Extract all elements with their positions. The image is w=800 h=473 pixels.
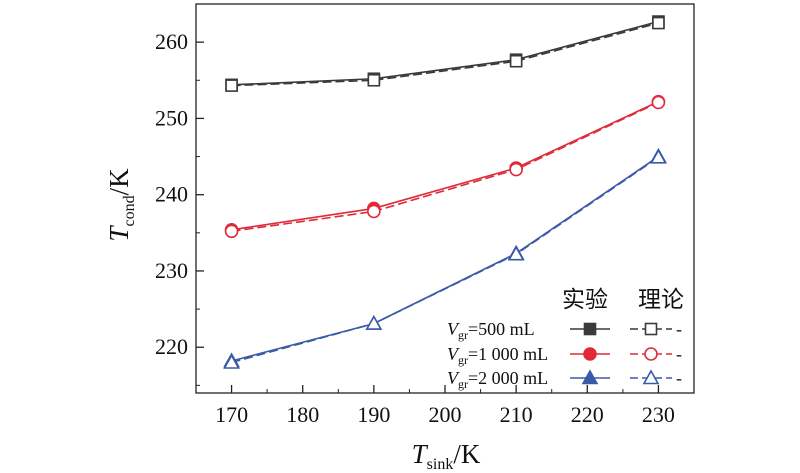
legend-experimental-marker: [581, 369, 599, 385]
legend-theoretical-tail: -: [676, 319, 682, 339]
series-3-theoretical-point: [507, 245, 525, 261]
x-axis-title-main: T: [412, 439, 429, 469]
x-tick-label: 190: [357, 402, 390, 427]
legend-header-experimental: 实验: [562, 287, 608, 313]
series-3-experimental-line: [231, 155, 659, 362]
series-2-theoretical-point: [509, 162, 523, 177]
y-axis-title: Tcond/K: [104, 168, 138, 242]
legend-theoretical-tail: -: [676, 368, 682, 388]
x-axis-title-unit: /K: [453, 439, 481, 469]
series-3-theoretical-point: [650, 148, 667, 164]
x-tick-label: 170: [215, 402, 248, 427]
legend-row-3: Vgr=2 000 mL -: [447, 368, 682, 391]
legend-experimental-marker: [583, 347, 597, 361]
plot-border: [195, 3, 695, 394]
series-2-experimental-line: [231, 100, 659, 231]
y-tick-label: 230: [155, 258, 188, 283]
y-axis-title-sub: cond: [121, 195, 138, 226]
legend-header-theoretical: 理论: [638, 287, 684, 313]
x-tick-label: 200: [429, 402, 462, 427]
y-axis: 220 230 240 250 260: [155, 29, 204, 386]
series-layer: [223, 15, 667, 369]
series-1-theoretical-point: [652, 16, 665, 30]
series-3: [223, 147, 667, 369]
y-tick-label: 240: [155, 182, 188, 207]
series-1-theoretical-point: [367, 73, 381, 87]
x-tick-label: 220: [571, 402, 604, 427]
legend-row-2: Vgr=1 000 mL -: [447, 344, 682, 367]
legend-row-1: Vgr=500 mL -: [447, 319, 682, 342]
legend-theoretical-marker: [644, 322, 658, 336]
legend: 实验 理论 Vgr=500 mL -Vgr=1 000 mL -Vgr=2 000 …: [447, 287, 684, 391]
x-tick-label: 230: [642, 402, 675, 427]
legend-theoretical-marker: [642, 369, 660, 385]
y-axis-title-main: T: [104, 225, 134, 242]
plot-frame: [195, 3, 695, 394]
series-1-theoretical-line: [231, 22, 659, 87]
legend-theoretical-marker: [644, 347, 658, 361]
y-tick-label: 250: [155, 105, 188, 130]
legend-label: Vgr=1 000 mL: [447, 344, 548, 367]
series-1-theoretical-point: [225, 79, 238, 92]
series-2-theoretical-line: [231, 101, 659, 233]
series-2-theoretical-point: [367, 204, 381, 219]
series-3-theoretical-point: [365, 314, 383, 330]
legend-label: Vgr=2 000 mL: [447, 368, 548, 391]
series-2-theoretical-point: [224, 224, 239, 239]
series-1-theoretical-point: [509, 54, 523, 68]
x-axis: 170 180 190 200 210 220 230: [215, 385, 675, 427]
y-axis-title-unit: /K: [104, 168, 134, 196]
x-axis-title: Tsink/K: [412, 439, 481, 473]
series-3-theoretical-point: [223, 353, 240, 369]
legend-label: Vgr=500 mL: [447, 319, 535, 342]
y-tick-label: 220: [155, 334, 188, 359]
series-1-experimental-line: [231, 20, 659, 86]
series-2: [224, 94, 666, 239]
series-2-theoretical-point: [651, 95, 666, 110]
legend-experimental-marker: [583, 322, 597, 336]
legend-theoretical-tail: -: [676, 344, 682, 364]
y-tick-label: 260: [155, 29, 188, 54]
x-tick-label: 210: [500, 402, 533, 427]
series-1: [225, 15, 665, 92]
x-axis-title-sub: sink: [427, 456, 454, 473]
x-tick-label: 180: [286, 402, 319, 427]
